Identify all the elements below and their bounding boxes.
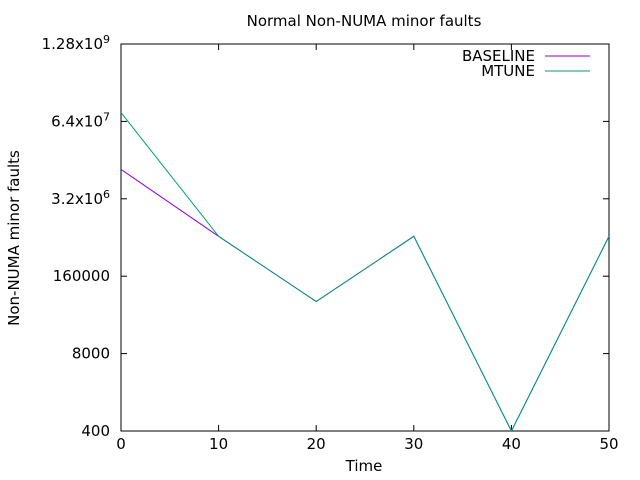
x-tick-label: 10 [209, 435, 228, 453]
x-tick-label: 40 [502, 435, 521, 453]
legend-label-baseline: BASELINE [462, 47, 535, 65]
plot-border [120, 43, 610, 432]
chart-title: Normal Non-NUMA minor faults [247, 12, 482, 30]
x-tick-label: 50 [599, 435, 618, 453]
x-axis: 0 10 20 30 40 50 [116, 44, 619, 453]
series-line-baseline [120, 168, 610, 433]
x-axis-label: Time [345, 457, 383, 475]
series-line-mtune [120, 112, 610, 433]
x-tick-label: 0 [116, 435, 126, 453]
x-tick-label: 30 [404, 435, 423, 453]
y-tick-label: 400 [81, 422, 110, 440]
y-tick-label: 1.28x109 [42, 33, 110, 53]
y-tick-label: 8000 [72, 345, 110, 363]
x-tick-label: 20 [307, 435, 326, 453]
y-axis: 400 8000 160000 3.2x106 6.4x107 1.28x109 [42, 33, 609, 440]
legend-label-mtune: MTUNE [481, 62, 535, 80]
y-tick-label: 6.4x107 [51, 110, 110, 130]
y-tick-label: 3.2x106 [51, 188, 110, 208]
series-lines [120, 112, 610, 433]
y-tick-label: 160000 [53, 267, 110, 285]
y-axis-label: Non-NUMA minor faults [5, 150, 23, 326]
